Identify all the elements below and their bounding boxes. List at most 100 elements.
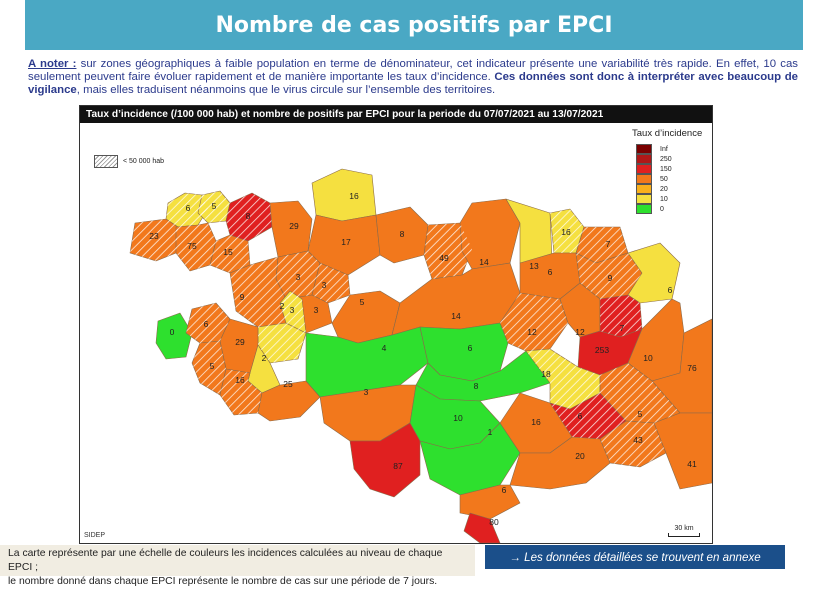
epci-count: 2 (280, 301, 285, 311)
note-label: A noter : (28, 58, 77, 70)
epci-count: 29 (235, 337, 245, 347)
epci-count: 75 (187, 241, 197, 251)
hatch-swatch (94, 155, 118, 168)
epci-count: 16 (531, 417, 541, 427)
incidence-legend: Taux d’incidence Inf 250 150 50 20 10 0 (632, 128, 706, 214)
epci-count: 6 (578, 411, 583, 421)
epci-area (459, 198, 521, 270)
epci-count: 14 (451, 311, 461, 321)
map-footnote: La carte représente par une échelle de c… (0, 545, 475, 587)
legend-swatch (636, 154, 652, 164)
footnote-line-1: La carte représente par une échelle de c… (8, 548, 443, 573)
legend-row: 0 (632, 204, 706, 214)
source-label: SIDEP (84, 532, 106, 539)
epci-count: 87 (393, 461, 403, 471)
epci-count: 3 (290, 305, 295, 315)
epci-count: 49 (439, 253, 449, 263)
epci-count: 13 (529, 261, 539, 271)
note-paragraph: A noter : sur zones géographiques à faib… (28, 58, 798, 97)
epci-area (463, 512, 501, 543)
epci-count: 8 (400, 229, 405, 239)
epci-area (459, 484, 521, 520)
legend-swatch (636, 144, 652, 154)
epci-count: 5 (210, 361, 215, 371)
legend-label: 150 (660, 165, 672, 173)
epci-count: 7 (620, 323, 625, 333)
epci-hatch (166, 193, 208, 227)
epci-count: 41 (687, 459, 697, 469)
epci-hatch (210, 235, 250, 273)
epci-hatch (424, 223, 472, 279)
legend-row: 10 (632, 194, 706, 204)
epci-count: 4 (382, 343, 387, 353)
legend-row: Inf (632, 144, 706, 154)
epci-hatch (198, 191, 230, 223)
epci-count: 10 (453, 413, 463, 423)
epci-count: 6 (548, 267, 553, 277)
epci-hatch (312, 263, 350, 303)
epci-count: 12 (527, 327, 537, 337)
legend-swatch (636, 184, 652, 194)
epci-count: 5 (212, 201, 217, 211)
epci-count: 5 (638, 409, 643, 419)
epci-count: 0 (170, 327, 175, 337)
epci-hatch (176, 223, 216, 271)
epci-hatch (276, 251, 320, 299)
legend-row: 50 (632, 174, 706, 184)
page-header: Nombre de cas positifs par EPCI (25, 0, 803, 50)
epci-count: 25 (283, 379, 293, 389)
epci-count: 12 (575, 327, 585, 337)
epci-count: 43 (633, 435, 643, 445)
scale-bar: 30 km (668, 525, 700, 537)
hatch-legend: < 50 000 hab (94, 155, 164, 168)
legend-row: 20 (632, 184, 706, 194)
legend-label: Inf (660, 145, 668, 153)
legend-label: 0 (660, 205, 664, 213)
epci-hatch (550, 393, 626, 439)
epci-count: 17 (341, 237, 351, 247)
annex-link-button[interactable]: → Les données détaillées se trouvent en … (485, 545, 785, 569)
epci-count: 1 (488, 427, 493, 437)
epci-hatch (550, 209, 584, 253)
epci-count: 9 (240, 292, 245, 302)
epci-count: 6 (204, 319, 209, 329)
legend-swatch (636, 174, 652, 184)
epci-count: 3 (364, 387, 369, 397)
epci-hatch (226, 193, 272, 241)
legend-label: 50 (660, 175, 668, 183)
note-text-2: , mais elles traduisent néanmoins que le… (76, 84, 496, 96)
footnote-line-2: le nombre donné dans chaque EPCI représe… (8, 576, 438, 587)
epci-hatch (230, 257, 286, 327)
epci-hatch (600, 363, 680, 423)
epci-count: 6 (668, 285, 673, 295)
epci-count: 8 (246, 211, 251, 221)
epci-area (627, 242, 681, 304)
legend-swatch (636, 204, 652, 214)
epci-count: 76 (687, 363, 697, 373)
epci-count: 6 (468, 343, 473, 353)
epci-count: 3 (296, 272, 301, 282)
epci-count: 7 (606, 239, 611, 249)
scale-label: 30 km (674, 525, 694, 532)
legend-swatch (636, 194, 652, 204)
epci-hatch (130, 219, 178, 261)
legend-label: 250 (660, 155, 672, 163)
epci-hatch (500, 293, 568, 351)
legend-row: 150 (632, 164, 706, 174)
epci-count: 16 (349, 191, 359, 201)
epci-count: 18 (541, 369, 551, 379)
epci-hatch (192, 341, 226, 395)
epci-area (311, 168, 377, 222)
epci-count: 6 (502, 485, 507, 495)
epci-count: 15 (223, 247, 233, 257)
note-text-1: sur zones géographiques à faible populat… (28, 58, 798, 83)
legend-row: 250 (632, 154, 706, 164)
annex-label: → Les données détaillées se trouvent en … (509, 550, 761, 564)
note-emphasis: Ces données sont donc à interpréter avec… (28, 71, 798, 96)
epci-count: 10 (643, 353, 653, 363)
epci-hatch (600, 421, 666, 467)
epci-hatch (576, 227, 628, 263)
map-title: Taux d’incidence (/100 000 hab) et nombr… (80, 106, 712, 123)
legend-swatch (636, 164, 652, 174)
